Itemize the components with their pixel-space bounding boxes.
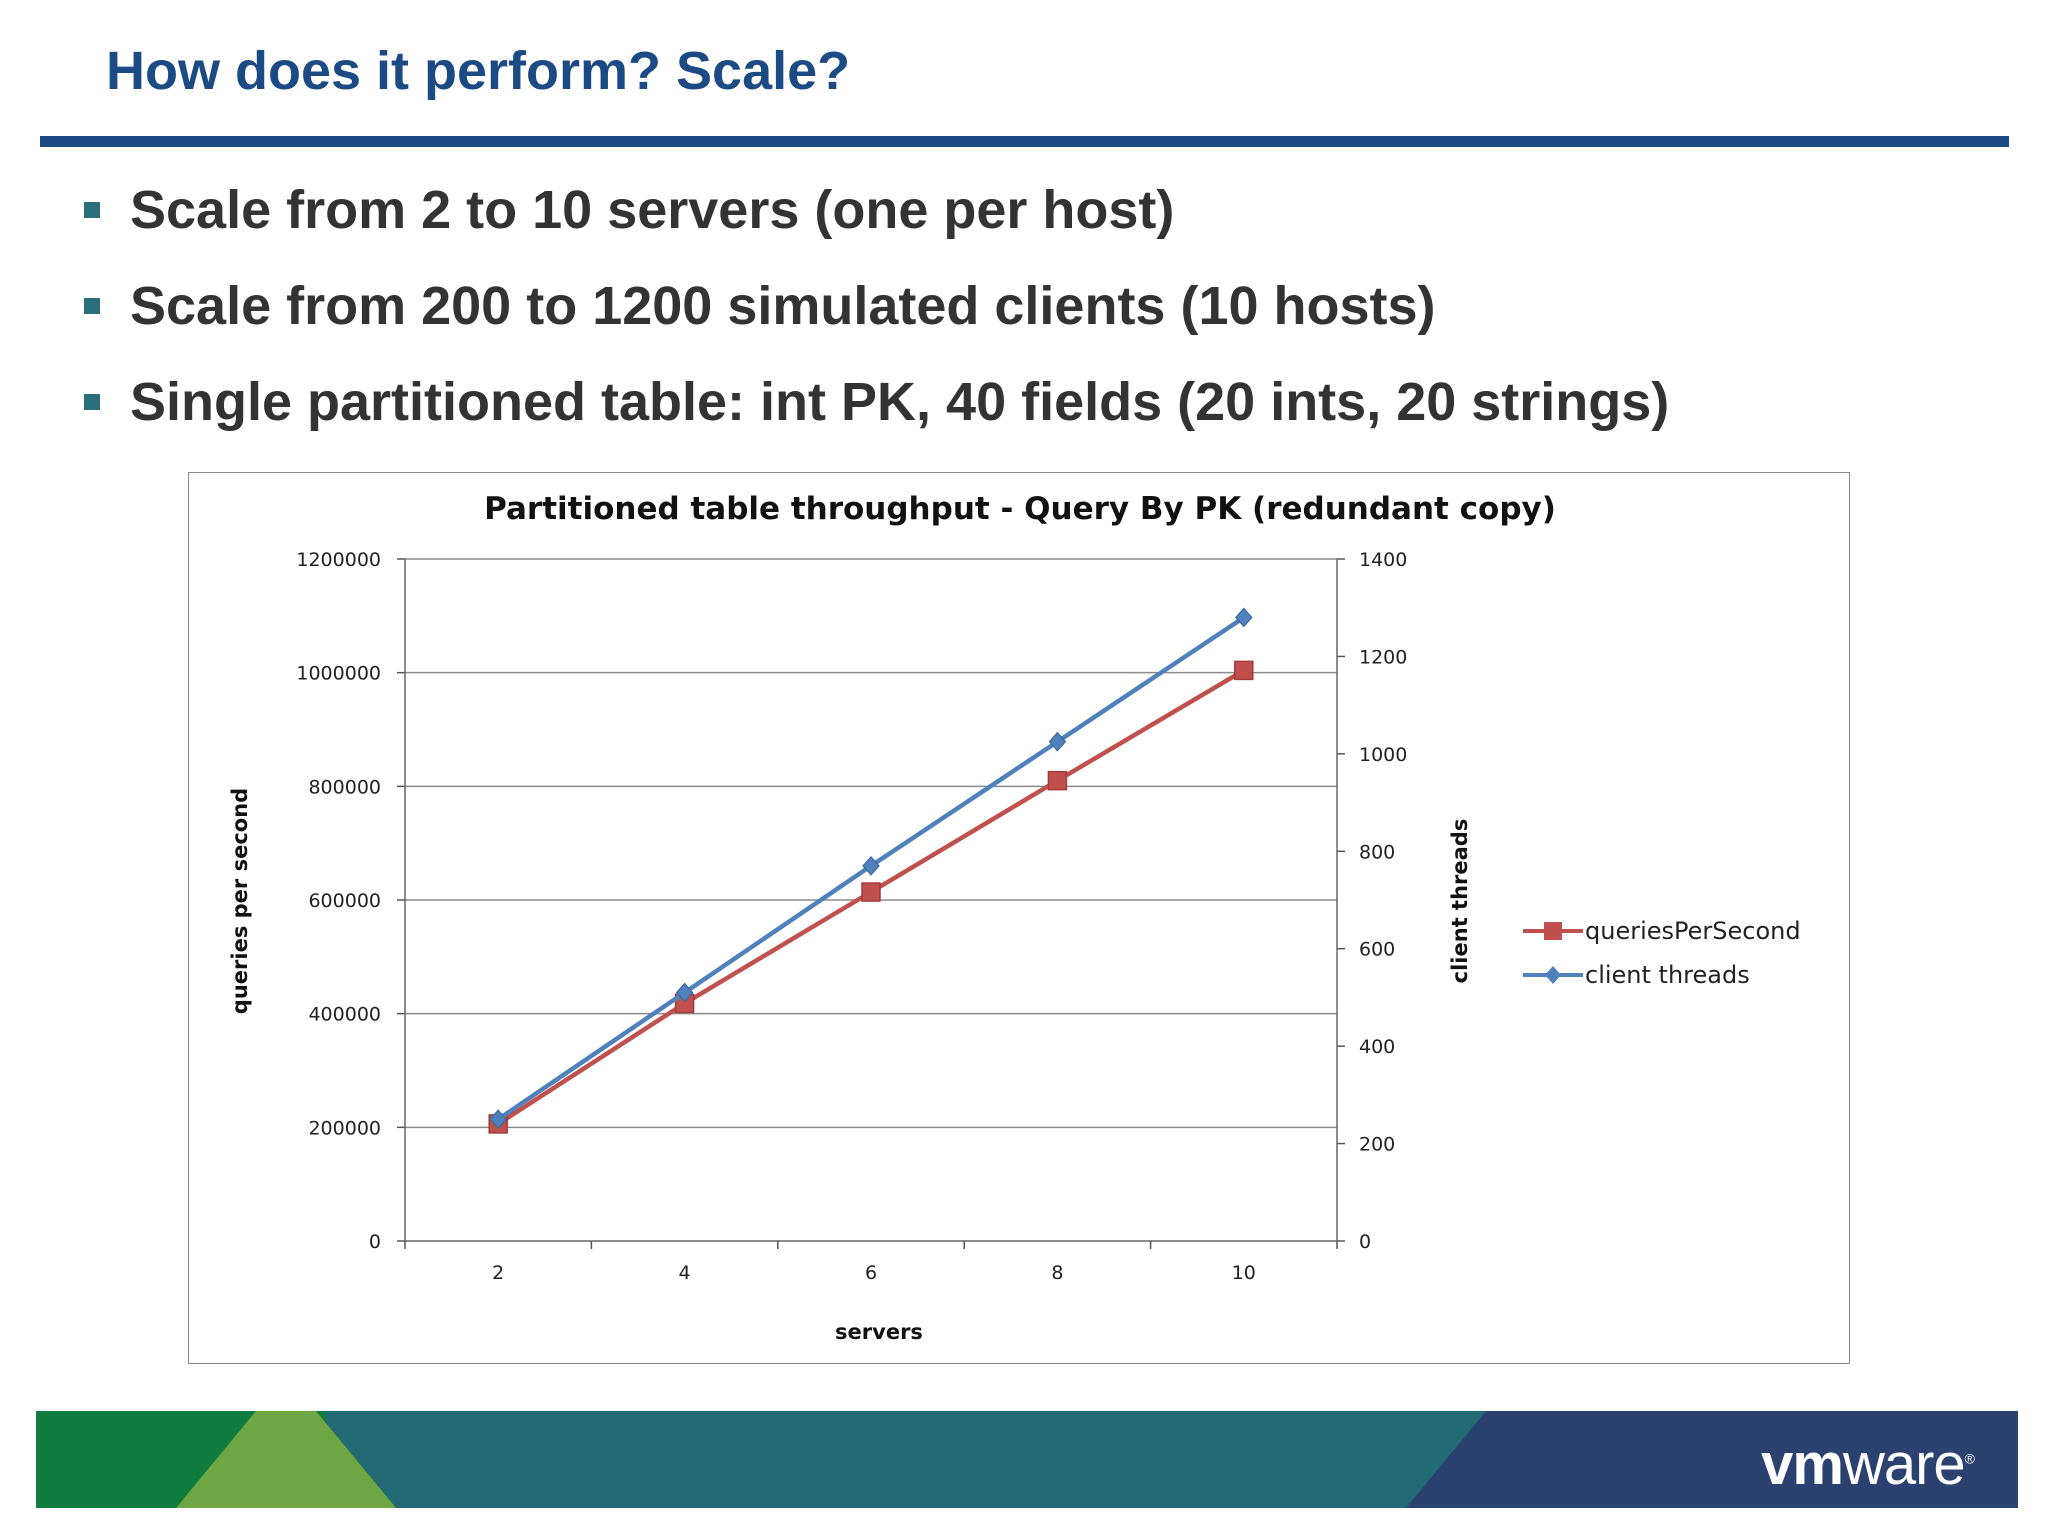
vmware-logo: vmware® (1761, 1431, 1975, 1498)
data-point-square (1234, 660, 1254, 681)
gridlines (405, 558, 1337, 1129)
logo-vm: vm (1761, 1432, 1844, 1497)
bullet-item: Scale from 200 to 1200 simulated clients… (84, 271, 1436, 341)
x-axis-label: servers (835, 1320, 923, 1344)
bullet-item: Scale from 2 to 10 servers (one per host… (84, 175, 1174, 245)
y2-tick-label: 1000 (1359, 744, 1407, 766)
legend-label: client threads (1585, 961, 1750, 989)
throughput-chart: Partitioned table throughput - Query By … (228, 491, 1801, 1344)
footer-band-navy (1406, 1411, 2018, 1508)
slide-title: How does it perform? Scale? (106, 41, 851, 101)
chart-title: Partitioned table throughput - Query By … (484, 491, 1556, 527)
y2-tick-label: 200 (1359, 1134, 1395, 1156)
y-tick-label: 800000 (308, 776, 381, 798)
y-tick-label: 0 (369, 1231, 381, 1253)
footer-banner: vmware® (36, 1411, 2018, 1508)
bullet-item: Single partitioned table: int PK, 40 fie… (84, 367, 1669, 437)
data-point-diamond (675, 982, 694, 1003)
y2-tick-label: 0 (1359, 1231, 1371, 1253)
y2-tick-label: 800 (1359, 841, 1395, 863)
logo-ware: ware (1842, 1432, 1966, 1497)
x-tick-label: 10 (1232, 1262, 1256, 1284)
data-point-diamond (862, 855, 880, 876)
y2-axis-label: client threads (1448, 819, 1472, 984)
title-divider (40, 136, 2009, 147)
square-bullet-icon (84, 394, 100, 410)
y-tick-label: 400000 (308, 1004, 381, 1026)
x-tick-label: 4 (679, 1262, 691, 1284)
y-tick-label: 1000000 (296, 663, 381, 685)
axes: 0 200000 400000 600000 800000 1000000 1200000 0… (296, 549, 1407, 1284)
x-tick-label: 6 (865, 1262, 877, 1284)
legend-marker-square (1544, 922, 1562, 940)
y-axis-label: queries per second (228, 788, 252, 1014)
square-bullet-icon (84, 298, 100, 314)
data-point-diamond (1048, 731, 1067, 752)
y2-tick-label: 600 (1359, 939, 1395, 961)
y-tick-label: 200000 (308, 1117, 381, 1139)
y-tick-label: 1200000 (296, 549, 381, 571)
series-layer (488, 607, 1254, 1134)
data-point-diamond (489, 1109, 508, 1130)
footer-triangle-lightgreen (176, 1411, 396, 1508)
y2-tick-label: 1200 (1359, 646, 1407, 668)
y-tick-label: 600000 (308, 890, 381, 912)
data-point-diamond (1234, 607, 1253, 628)
bullet-text: Scale from 2 to 10 servers (one per host… (130, 180, 1175, 240)
y2-tick-label: 1400 (1359, 549, 1407, 571)
square-bullet-icon (84, 202, 100, 218)
chart-container: Partitioned table throughput - Query By … (188, 472, 1850, 1364)
data-point-square (1047, 770, 1068, 791)
data-point-square (861, 882, 881, 902)
legend-label: queriesPerSecond (1585, 917, 1801, 945)
logo-registered: ® (1964, 1450, 1975, 1467)
chart-legend: queriesPerSecond client threads (1523, 917, 1801, 989)
y2-tick-label: 400 (1359, 1036, 1395, 1058)
footer-band (36, 1411, 2018, 1508)
x-tick-label: 2 (492, 1262, 504, 1284)
bullet-text: Single partitioned table: int PK, 40 fie… (130, 372, 1670, 432)
x-tick-label: 8 (1051, 1262, 1063, 1284)
bullet-text: Scale from 200 to 1200 simulated clients… (130, 276, 1436, 336)
legend-marker-diamond (1545, 966, 1561, 984)
